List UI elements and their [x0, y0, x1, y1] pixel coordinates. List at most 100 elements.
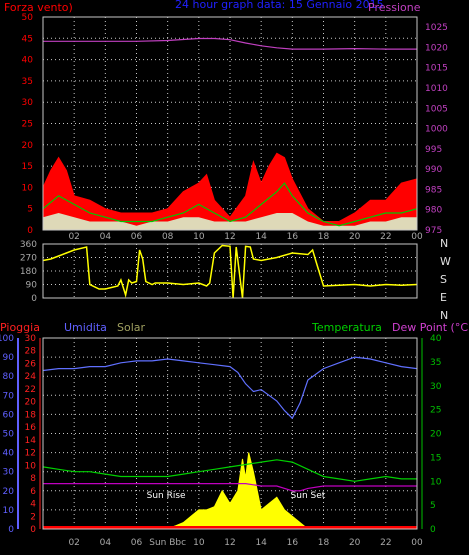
panel3-hour-tick: 06	[131, 538, 143, 548]
direction-degree-tick: 90	[26, 281, 38, 291]
panel1-hour-ticks: 02 04 06 08 10 12 14 16 18 20 22 00	[68, 232, 423, 242]
temperature-tick: 15	[430, 453, 441, 463]
wind-speed-tick: 50	[22, 13, 34, 23]
rain-bar	[43, 526, 417, 529]
pressure-tick: 1020	[425, 43, 448, 53]
direction-degree-tick: 270	[20, 254, 37, 264]
direction-degree-tick: 0	[31, 294, 37, 304]
temperature-axis-label: Temperatura	[311, 321, 382, 334]
rain-tick: 22	[25, 385, 36, 395]
pressure-ticks: 975 980 985 990 995 1000 1005 1010 1015 1020 1025	[425, 23, 448, 236]
humidity-tick: 50	[3, 430, 15, 440]
temperature-tick: 40	[430, 334, 442, 344]
humidity-tick: 0	[8, 525, 14, 535]
panel3-series	[42, 356, 418, 530]
humidity-temperature-panel: Pioggia Umidita Solar Temperatura Dew Po…	[0, 321, 469, 548]
humidity-tick: 20	[3, 487, 15, 497]
rain-tick: 26	[25, 359, 37, 369]
temperature-line	[42, 459, 417, 482]
temperature-tick: 25	[430, 406, 441, 416]
humidity-tick: 30	[3, 468, 15, 478]
panel3-hour-ticks: 02 04 06 Sun Bbc 10 12 14 16 18 20 22 00	[68, 538, 423, 548]
chart-title: 24 hour graph data: 15 Gennaio 2015	[175, 0, 384, 11]
panel3-hour-tick: 22	[380, 538, 391, 548]
dewpoint-axis-label: Dew Point (°C)	[392, 321, 469, 334]
panel1-hour-tick: 16	[287, 232, 299, 242]
sun-annotation: Sun Rise	[147, 491, 186, 501]
panel1-hour-tick: 08	[162, 232, 174, 242]
rain-tick: 30	[25, 334, 37, 344]
panel3-hour-tick: 04	[100, 538, 112, 548]
wind-average-line	[42, 182, 418, 227]
humidity-tick: 90	[3, 353, 15, 363]
pressure-axis-label: Pressione	[368, 1, 421, 14]
panel3-frame	[42, 337, 418, 530]
humidity-tick: 60	[3, 410, 15, 420]
pressure-tick: 1005	[425, 104, 448, 114]
pressure-line	[43, 37, 417, 50]
temperature-ticks: 0 5 10 15 20 25 30 35 40	[421, 334, 442, 535]
panel1-hour-tick: 04	[100, 232, 112, 242]
sun-annotation: Sun Set	[291, 491, 326, 501]
panel1-hour-tick: 06	[131, 232, 143, 242]
panel1-hour-tick: 22	[380, 232, 391, 242]
compass-tick: W	[440, 255, 451, 268]
panel1-hour-tick: 00	[411, 232, 423, 242]
panel3-hour-tick: 00	[411, 538, 423, 548]
rain-tick: 8	[30, 474, 36, 484]
panel2-frame	[42, 243, 418, 299]
rain-axis-label: Pioggia	[0, 321, 40, 334]
wind-speed-tick: 45	[22, 34, 33, 44]
panel2-series	[42, 244, 418, 299]
panel3-hour-tick: 02	[68, 538, 79, 548]
rain-tick: 0	[30, 525, 36, 535]
temperature-tick: 5	[430, 501, 436, 511]
panel1-series	[42, 37, 418, 231]
rain-tick: 20	[25, 398, 37, 408]
humidity-tick: 70	[3, 391, 15, 401]
compass-tick: E	[440, 291, 447, 304]
solar-axis-label: Solar	[117, 321, 146, 334]
direction-degree-ticks: 0 90 180 270 360	[20, 240, 37, 304]
rain-tick: 6	[30, 487, 36, 497]
panel3-hour-tick: Sun Bbc	[149, 538, 186, 548]
pressure-tick: 985	[425, 185, 442, 195]
pressure-tick: 980	[425, 206, 442, 216]
wind-speed-tick: 15	[22, 162, 33, 172]
compass-tick: S	[440, 273, 447, 286]
pressure-tick: 995	[425, 145, 442, 155]
compass-tick: N	[440, 309, 448, 322]
panel3-hour-tick: 16	[287, 538, 299, 548]
temperature-tick: 30	[430, 382, 442, 392]
humidity-tick: 80	[3, 372, 15, 382]
wind-speed-ticks: 0 5 10 15 20 25 30 35 40 45 50	[22, 13, 34, 236]
temperature-tick: 20	[430, 430, 442, 440]
wind-speed-tick: 10	[22, 183, 34, 193]
wind-speed-tick: 30	[22, 98, 34, 108]
panel1-hour-tick: 18	[318, 232, 330, 242]
compass-tick: N	[440, 237, 448, 250]
temperature-tick: 10	[430, 477, 442, 487]
wind-speed-tick: 35	[22, 77, 33, 87]
direction-degree-tick: 360	[20, 240, 37, 250]
wind-direction-line	[42, 244, 418, 299]
panel1-hour-tick: 14	[255, 232, 267, 242]
rain-tick: 12	[25, 449, 36, 459]
rain-tick: 10	[25, 461, 37, 471]
temperature-tick: 35	[430, 358, 441, 368]
wind-pressure-panel: Forza vento) 24 hour graph data: 15 Genn…	[4, 0, 448, 242]
wind-speed-tick: 0	[27, 226, 33, 236]
pressure-tick: 1015	[425, 64, 448, 74]
solar-radiation-area	[165, 452, 309, 530]
wind-axis-label: Forza vento)	[4, 1, 73, 14]
rain-tick: 16	[25, 423, 37, 433]
rain-tick: 18	[25, 410, 37, 420]
rain-tick: 28	[25, 347, 37, 357]
wind-speed-tick: 25	[22, 120, 33, 130]
humidity-line	[42, 356, 418, 420]
temperature-tick: 0	[430, 525, 436, 535]
pressure-tick: 1025	[425, 23, 448, 33]
humidity-ticks: 0 10 20 30 40 50 60 70 80 90 100	[0, 334, 19, 535]
wind-speed-tick: 40	[22, 56, 34, 66]
